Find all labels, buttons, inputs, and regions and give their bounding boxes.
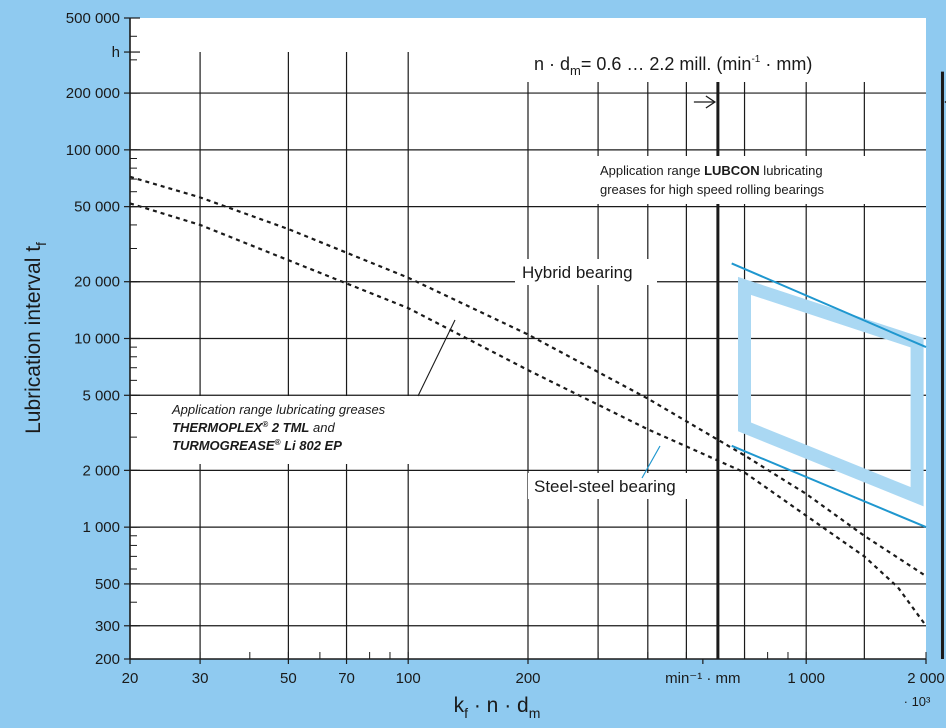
x-tick-label: 200 (515, 670, 540, 687)
range-header-bg (522, 44, 918, 82)
x-tick-label: 30 (192, 670, 209, 687)
steel-leader-line (641, 445, 661, 479)
grease-curve-line-2 (129, 202, 927, 627)
x-tick-label: 20 (122, 670, 139, 687)
y-ticks-layer: 500 000 h 200 000 100 000 50 000 20 000 10 000… (22, 10, 140, 668)
grease-curve-line-1 (129, 175, 927, 578)
y-tick-label: 10 000 (74, 331, 120, 348)
grease-note-line1: Application range lubricating greases (171, 402, 386, 417)
x-units-note: · 10³ (904, 694, 931, 709)
x-tick-label: 70 (338, 670, 355, 687)
grease-note-bg (166, 396, 450, 464)
y-tick-label: 100 000 (66, 142, 120, 159)
annotations-layer: n · dm= 0.6 … 2.2 mill. (min-1 · mm) Appl… (166, 44, 918, 499)
hybrid-bearing-label: Hybrid bearing (522, 263, 633, 282)
lubcon-note-line2: greases for high speed rolling bearings (600, 182, 825, 197)
x-ticks-layer: 20 30 50 70 100 200 min⁻¹ · mm 1 000 2 000 · 10³ k… (122, 652, 945, 721)
y-tick-label: 2 000 (82, 462, 120, 479)
y-tick-label: 500 (95, 576, 120, 593)
grease-leader-line (417, 319, 456, 397)
x-tick-label: 2 000 (907, 670, 945, 687)
y-tick-label: 300 (95, 618, 120, 635)
right-arrow-head (944, 100, 946, 104)
steel-steel-bearing-label: Steel-steel bearing (534, 477, 676, 496)
x-tick-label: min⁻¹ · mm (665, 670, 740, 687)
hybrid-label-bg (515, 259, 657, 285)
y-tick-label: 1 000 (82, 519, 120, 536)
lubcon-application-region (738, 276, 924, 507)
series-layer (129, 175, 927, 627)
left-arrow-head (705, 95, 717, 109)
grease-note-line3: TURMOGREASE® Li 802 EP (172, 438, 342, 453)
lubcon-region-layer (738, 276, 924, 507)
y-axis-title: Lubrication interval tf (22, 242, 49, 434)
lubcon-note-bg (592, 156, 889, 204)
range-header-text: n · dm= 0.6 … 2.2 mill. (min-1 · mm) (534, 54, 812, 78)
steel-steel-bearing-line (731, 444, 927, 529)
grease-note-line2: THERMOPLEX® 2 TML and (172, 420, 335, 435)
y-tick-label: h (112, 44, 120, 61)
x-tick-label: 100 (396, 670, 421, 687)
steel-label-bg (528, 473, 714, 499)
x-axis-title: kf · n · dm (454, 694, 541, 721)
y-tick-label: 20 000 (74, 274, 120, 291)
lubcon-note-line1: Application range LUBCON lubricating (600, 163, 823, 178)
hybrid-bearing-line (731, 262, 927, 349)
y-tick-label: 500 000 (66, 10, 120, 27)
x-tick-label: 1 000 (787, 670, 825, 687)
y-tick-label: 5 000 (82, 387, 120, 404)
y-tick-label: 50 000 (74, 199, 120, 216)
x-tick-label: 50 (280, 670, 297, 687)
y-tick-label: 200 (95, 651, 120, 668)
y-tick-label: 200 000 (66, 85, 120, 102)
